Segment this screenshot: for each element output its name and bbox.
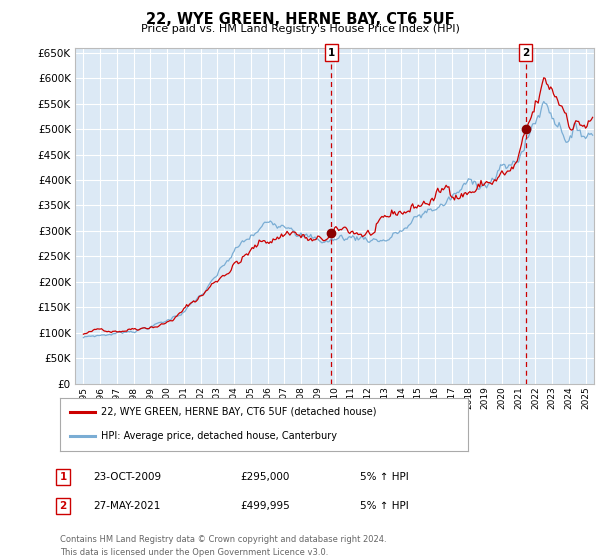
Text: HPI: Average price, detached house, Canterbury: HPI: Average price, detached house, Cant… xyxy=(101,431,337,441)
Text: £499,995: £499,995 xyxy=(240,501,290,511)
Text: 1: 1 xyxy=(328,48,335,58)
Text: 5% ↑ HPI: 5% ↑ HPI xyxy=(360,501,409,511)
Text: Price paid vs. HM Land Registry's House Price Index (HPI): Price paid vs. HM Land Registry's House … xyxy=(140,24,460,34)
Text: £295,000: £295,000 xyxy=(240,472,289,482)
Text: 2: 2 xyxy=(522,48,529,58)
Text: 1: 1 xyxy=(59,472,67,482)
Text: 27-MAY-2021: 27-MAY-2021 xyxy=(93,501,160,511)
Text: 5% ↑ HPI: 5% ↑ HPI xyxy=(360,472,409,482)
Text: 22, WYE GREEN, HERNE BAY, CT6 5UF: 22, WYE GREEN, HERNE BAY, CT6 5UF xyxy=(146,12,454,27)
Text: 23-OCT-2009: 23-OCT-2009 xyxy=(93,472,161,482)
Text: Contains HM Land Registry data © Crown copyright and database right 2024.
This d: Contains HM Land Registry data © Crown c… xyxy=(60,535,386,557)
Text: 22, WYE GREEN, HERNE BAY, CT6 5UF (detached house): 22, WYE GREEN, HERNE BAY, CT6 5UF (detac… xyxy=(101,407,376,417)
Text: 2: 2 xyxy=(59,501,67,511)
